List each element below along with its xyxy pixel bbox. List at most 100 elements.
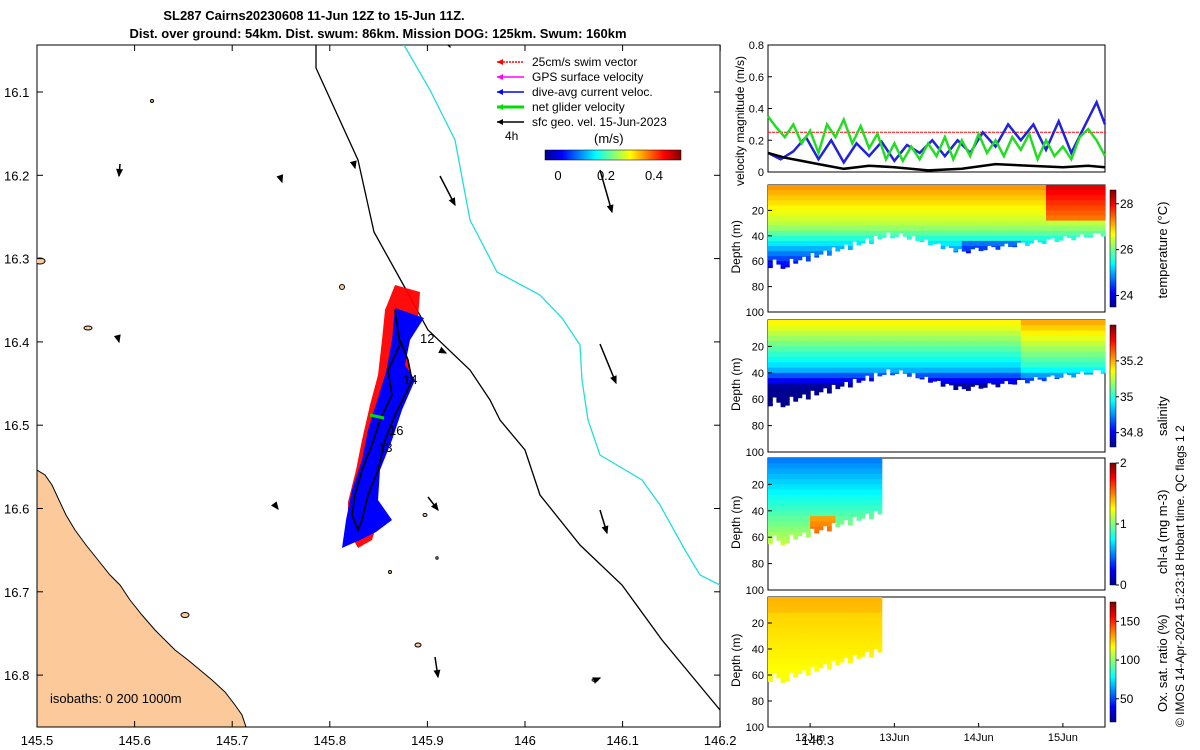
heatmap-cell bbox=[1012, 320, 1018, 326]
heatmap-cell bbox=[1067, 220, 1072, 227]
legend-item: GPS surface velocity bbox=[497, 70, 643, 84]
heatmap-cell bbox=[1071, 341, 1077, 347]
heatmap-cell bbox=[1029, 372, 1034, 379]
heatmap-cell bbox=[856, 602, 862, 608]
heatmap-cell bbox=[995, 346, 1001, 353]
heatmap-cell bbox=[835, 240, 841, 247]
heatmap-cell bbox=[978, 378, 984, 384]
heatmap-cell bbox=[839, 225, 845, 232]
heatmap-cell bbox=[784, 383, 790, 390]
heatmap-cell bbox=[843, 638, 849, 645]
heatmap-cell bbox=[940, 220, 946, 227]
heatmap-cell bbox=[768, 372, 773, 379]
heatmap-cell bbox=[801, 388, 807, 395]
heatmap-cell bbox=[978, 346, 984, 353]
heatmap-cell bbox=[839, 505, 845, 512]
heatmap-cell bbox=[936, 215, 942, 222]
heatmap-cell bbox=[848, 643, 853, 650]
heatmap-cell bbox=[848, 325, 853, 332]
heatmap-cell bbox=[974, 335, 980, 342]
lon-tick-label: 145.6 bbox=[118, 733, 151, 748]
heatmap-cell bbox=[805, 205, 811, 211]
heatmap-cell bbox=[966, 330, 971, 337]
heatmap-cell bbox=[1046, 190, 1051, 196]
heatmap-cell bbox=[949, 210, 954, 217]
heatmap-cell bbox=[1037, 346, 1043, 353]
heatmap-cell bbox=[852, 468, 858, 475]
heatmap-cell bbox=[793, 383, 799, 390]
heatmap-cell bbox=[894, 205, 900, 211]
heatmap-cell bbox=[974, 230, 980, 237]
heatmap-cell bbox=[772, 659, 777, 666]
heatmap-cell bbox=[869, 205, 874, 211]
heatmap-cell bbox=[864, 495, 870, 501]
heatmap-cell bbox=[1033, 372, 1039, 378]
heatmap-cell bbox=[877, 638, 883, 645]
heatmap-cell bbox=[835, 479, 841, 485]
heatmap-cell bbox=[987, 200, 992, 206]
heatmap-cell bbox=[869, 510, 874, 517]
lon-tick-label: 146.3 bbox=[802, 733, 835, 748]
heatmap-cell bbox=[793, 500, 799, 507]
heatmap-cell bbox=[902, 346, 908, 353]
heatmap-cell bbox=[780, 473, 786, 480]
heatmap-cell bbox=[949, 185, 954, 191]
heatmap-cell bbox=[810, 215, 815, 222]
heatmap-cell bbox=[953, 246, 959, 252]
heatmap-cell bbox=[784, 246, 790, 252]
heatmap-cell bbox=[801, 664, 807, 671]
heatmap-cell bbox=[982, 240, 988, 247]
heatmap-cell bbox=[805, 649, 811, 655]
heatmap-cell bbox=[835, 473, 841, 480]
heatmap-cell bbox=[835, 235, 841, 242]
heatmap-cell bbox=[831, 230, 836, 237]
heatmap-cell bbox=[797, 330, 803, 337]
heatmap-cell bbox=[1100, 346, 1106, 353]
heatmap-cell bbox=[772, 612, 777, 619]
heatmap-cell bbox=[843, 617, 849, 624]
heatmap-cell bbox=[776, 675, 782, 679]
heatmap-cell bbox=[822, 510, 828, 517]
heatmap-cell bbox=[818, 251, 824, 255]
heatmap-cell bbox=[839, 510, 845, 517]
heatmap-cell bbox=[974, 210, 980, 217]
heatmap-cell bbox=[890, 215, 895, 222]
heatmap-cell bbox=[848, 220, 853, 227]
heatmap-cell bbox=[822, 346, 828, 353]
section-ytick: 80 bbox=[752, 696, 764, 708]
heatmap-cell bbox=[1079, 195, 1085, 201]
heatmap-cell bbox=[780, 357, 786, 363]
heatmap-cell bbox=[869, 372, 874, 379]
heatmap-cell bbox=[1088, 346, 1093, 353]
heatmap-cell bbox=[953, 190, 959, 196]
heatmap-cell bbox=[805, 510, 811, 517]
heatmap-cell bbox=[848, 246, 853, 250]
heatmap-cell bbox=[928, 190, 933, 196]
heatmap-cell bbox=[1071, 320, 1077, 326]
heatmap-cell bbox=[991, 330, 997, 337]
heatmap-cell bbox=[822, 473, 828, 480]
heatmap-cell bbox=[1075, 362, 1081, 369]
heatmap-cell bbox=[827, 240, 832, 247]
heatmap-cell bbox=[923, 357, 929, 363]
heatmap-cell bbox=[991, 190, 997, 196]
heatmap-cell bbox=[822, 597, 828, 603]
legend-label: GPS surface velocity bbox=[532, 70, 643, 84]
heatmap-cell bbox=[1079, 205, 1085, 211]
heatmap-cell bbox=[1020, 346, 1026, 353]
heatmap-cell bbox=[789, 362, 794, 369]
heatmap-cell bbox=[852, 623, 858, 629]
heatmap-cell bbox=[784, 335, 790, 342]
heatmap-cell bbox=[843, 362, 849, 369]
heatmap-cell bbox=[835, 330, 841, 337]
heatmap-cell bbox=[1029, 230, 1034, 237]
heatmap-cell bbox=[776, 526, 782, 533]
isobath-200m bbox=[315, 45, 720, 711]
section-ytick: 40 bbox=[752, 506, 764, 518]
heatmap-cell bbox=[805, 210, 811, 217]
heatmap-cell bbox=[1075, 235, 1081, 237]
heatmap-cell bbox=[822, 325, 828, 332]
heatmap-cell bbox=[810, 602, 815, 608]
heatmap-cell bbox=[822, 215, 828, 222]
heatmap-cell bbox=[772, 190, 777, 196]
